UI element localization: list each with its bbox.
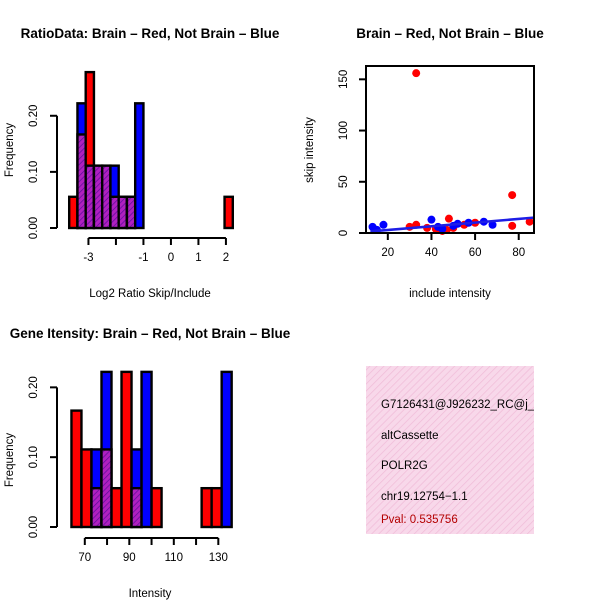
probe-id: G7126431@J926232_RC@j_at (381, 399, 545, 411)
ratio-overlap-bar (117, 195, 129, 230)
intensity-y-tick-label: 0.10 (28, 446, 40, 468)
ratio-histogram-panel: RatioData: Brain – Red, Not Brain – Blue… (4, 26, 280, 300)
ratio-x-tick-label: -1 (138, 252, 148, 264)
info-box: G7126431@J926232_RC@j_at altCassette POL… (366, 366, 545, 534)
scatter-axes: 20 40 60 80 0 50 100 150 (338, 65, 535, 259)
ratio-x-axis-label: Log2 Ratio Skip/Include (89, 288, 210, 300)
ratio-overlap-bar (109, 195, 120, 230)
intensity-y-tick-label: 0.20 (28, 376, 40, 398)
ratio-bar (67, 195, 79, 230)
ratio-chart-title: RatioData: Brain – Red, Not Brain – Blue (21, 26, 280, 41)
intensity-bar (150, 486, 163, 529)
ratio-y-tick-label: 0.20 (28, 105, 40, 127)
intensity-axes: 70 90 110 130 0.00 0.10 0.20 (28, 376, 228, 564)
scatter-point-brain (508, 221, 517, 230)
intensity-x-tick-label: 130 (209, 552, 228, 564)
ratio-x-tick-label: 2 (223, 252, 229, 264)
p-value: Pval: 0.535756 (381, 514, 458, 526)
intensity-bars (70, 370, 233, 529)
scatter-y-tick-label: 150 (338, 70, 350, 89)
ratio-x-tick-label: 0 (168, 252, 174, 264)
gene-symbol: POLR2G (381, 460, 428, 472)
scatter-point-brain (508, 191, 517, 200)
intensity-bar (120, 370, 133, 529)
scatter-y-tick-label: 0 (338, 230, 350, 236)
intensity-histogram-panel: Gene Itensity: Brain – Red, Not Brain – … (4, 326, 291, 600)
intensity-x-axis-label: Intensity (129, 588, 172, 600)
scatter-y-tick-label: 100 (338, 121, 350, 140)
ratio-overlap-bar (84, 164, 96, 230)
scatter-point-not-brain (488, 220, 497, 229)
ratio-axes: -3 -1 0 1 2 0.00 0.10 0.20 (28, 105, 229, 264)
scatter-x-tick-label: 20 (381, 247, 394, 259)
scatter-panel: Brain – Red, Not Brain – Blue include in… (304, 26, 544, 300)
scatter-y-axis-label: skip intensity (304, 117, 316, 183)
intensity-overlap-bar (130, 486, 143, 529)
intensity-bar (110, 486, 123, 529)
scatter-y-tick-label: 50 (338, 175, 350, 188)
scatter-point-not-brain (379, 220, 388, 229)
scatter-point-not-brain (427, 215, 436, 224)
intensity-y-axis-label: Frequency (4, 433, 16, 488)
intensity-overlap-bar (100, 448, 113, 529)
scatter-point-brain (412, 69, 421, 78)
ratio-x-tick-label: -3 (83, 252, 93, 264)
scatter-points (368, 69, 535, 235)
scatter-x-tick-label: 40 (425, 247, 438, 259)
intensity-bar (210, 486, 223, 529)
intensity-x-tick-label: 110 (165, 552, 183, 564)
intensity-bar (80, 448, 93, 529)
ratio-x-tick-label: 1 (195, 252, 201, 264)
ratio-overlap-bar (100, 164, 112, 230)
scatter-fit-line (370, 216, 535, 233)
scatter-chart-title: Brain – Red, Not Brain – Blue (356, 26, 544, 41)
intensity-bar (140, 370, 153, 529)
intensity-bar (200, 486, 213, 529)
ratio-y-tick-label: 0.00 (28, 217, 40, 239)
scatter-point-brain (525, 217, 534, 226)
ratio-overlap-bar (92, 164, 104, 230)
intensity-chart-title: Gene Itensity: Brain – Red, Not Brain – … (10, 326, 291, 341)
scatter-x-axis-label: include intensity (409, 288, 491, 300)
ratio-bar (133, 102, 145, 230)
scatter-point-brain (444, 214, 453, 223)
intensity-bar (70, 409, 83, 529)
intensity-overlap-bar (90, 486, 103, 529)
scatter-plot-frame (365, 65, 535, 234)
ratio-y-axis-label: Frequency (4, 123, 16, 178)
scatter-x-tick-label: 60 (469, 247, 482, 259)
info-box-background (366, 366, 534, 534)
event-type: altCassette (381, 430, 439, 442)
scatter-x-tick-label: 80 (512, 247, 525, 259)
ratio-bars (67, 70, 235, 230)
intensity-y-tick-label: 0.00 (28, 516, 40, 538)
locus: chr19.12754−1.1 (381, 491, 468, 503)
ratio-y-tick-label: 0.10 (28, 161, 40, 183)
intensity-x-tick-label: 90 (123, 552, 136, 564)
ratio-bar (223, 195, 235, 230)
intensity-x-tick-label: 70 (78, 552, 91, 564)
ratio-overlap-bar (125, 195, 137, 230)
ratio-overlap-bar (76, 133, 87, 230)
intensity-bar (220, 370, 233, 529)
